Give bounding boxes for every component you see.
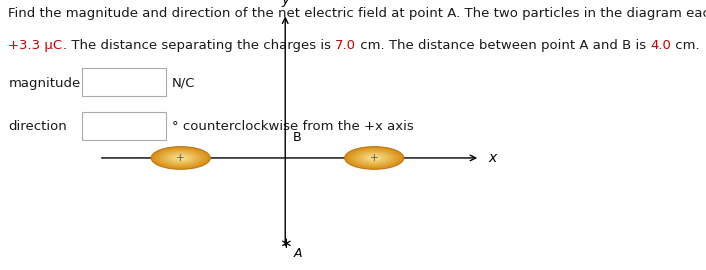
Circle shape [349,148,399,167]
Circle shape [350,149,398,167]
Circle shape [345,147,403,169]
Text: y: y [281,0,289,7]
Circle shape [172,155,189,161]
Circle shape [369,156,379,160]
Circle shape [167,153,195,163]
Circle shape [177,157,184,159]
Circle shape [366,155,383,161]
Circle shape [152,147,209,169]
Text: cm.: cm. [671,39,700,52]
Circle shape [371,157,377,159]
Circle shape [155,148,206,168]
FancyBboxPatch shape [82,68,166,96]
FancyBboxPatch shape [82,112,166,140]
Circle shape [173,155,188,161]
Circle shape [368,156,381,160]
Circle shape [169,154,192,162]
Circle shape [369,156,380,160]
Circle shape [168,153,193,163]
Text: ∗: ∗ [279,235,292,251]
Circle shape [166,152,196,164]
Circle shape [353,150,395,166]
Circle shape [151,147,210,169]
Circle shape [152,147,210,169]
Circle shape [165,152,196,164]
Circle shape [358,152,390,164]
Circle shape [347,147,402,168]
Circle shape [345,147,404,169]
Text: +: + [370,153,378,163]
Circle shape [349,148,400,168]
Circle shape [348,148,400,168]
Circle shape [355,151,393,165]
Circle shape [362,153,386,163]
Circle shape [161,150,201,166]
Circle shape [172,154,190,161]
Text: Find the magnitude and direction of the net electric field at point A. The two p: Find the magnitude and direction of the … [8,7,706,20]
Text: ° counterclockwise from the +x axis: ° counterclockwise from the +x axis [172,120,413,133]
Circle shape [155,148,207,168]
Circle shape [160,150,202,166]
Circle shape [157,149,205,167]
Circle shape [357,151,391,164]
Circle shape [176,156,185,160]
Circle shape [179,157,183,159]
Circle shape [356,151,393,165]
Circle shape [170,154,191,162]
Circle shape [371,157,378,159]
Circle shape [361,153,388,163]
Circle shape [364,154,385,162]
Text: x: x [489,151,497,165]
Text: A: A [294,247,302,260]
Circle shape [364,154,384,162]
Text: direction: direction [8,120,67,133]
Circle shape [154,148,208,168]
Circle shape [373,157,376,158]
Text: magnitude: magnitude [8,77,80,90]
Circle shape [156,148,205,167]
Circle shape [363,154,385,162]
Text: cm. The distance between point A and B is: cm. The distance between point A and B i… [356,39,650,52]
Circle shape [158,150,203,166]
Circle shape [164,151,198,164]
Text: B: B [292,131,301,144]
Circle shape [359,152,390,164]
Circle shape [157,149,204,167]
Circle shape [174,156,187,160]
Circle shape [351,149,397,167]
Circle shape [361,153,387,163]
Circle shape [178,157,184,159]
Circle shape [153,147,208,168]
Circle shape [163,151,198,165]
Circle shape [360,153,388,163]
Text: 4.0: 4.0 [650,39,671,52]
Circle shape [167,153,194,163]
Circle shape [359,152,389,164]
Circle shape [164,152,197,164]
Text: +3.3 μC: +3.3 μC [8,39,63,52]
Circle shape [354,150,395,166]
Circle shape [367,155,382,161]
Circle shape [171,154,191,162]
Circle shape [357,151,392,165]
Circle shape [352,150,397,166]
Circle shape [354,150,394,166]
Circle shape [162,151,199,165]
Text: 7.0: 7.0 [335,39,356,52]
Circle shape [346,147,402,169]
Circle shape [365,154,383,161]
Circle shape [372,157,376,159]
Text: . The distance separating the charges is: . The distance separating the charges is [63,39,335,52]
Circle shape [175,156,186,160]
Text: +: + [176,153,185,163]
Circle shape [169,153,193,163]
Circle shape [162,151,200,165]
Circle shape [347,148,401,168]
Circle shape [370,156,378,160]
Circle shape [160,150,201,166]
Circle shape [176,156,186,160]
Text: N/C: N/C [172,77,195,90]
Circle shape [179,157,182,158]
